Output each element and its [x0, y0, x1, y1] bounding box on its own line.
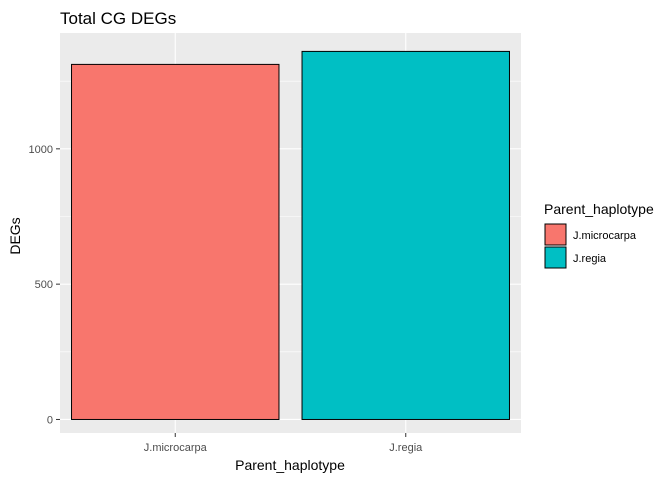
x-axis-title: Parent_haplotype: [235, 457, 345, 473]
legend-items: J.microcarpa J.regia: [544, 223, 637, 269]
bar-j-regia: [301, 50, 510, 420]
legend-swatch: [544, 223, 567, 246]
x-axis-ticks: J.microcarpa J.regia: [144, 433, 423, 454]
y-tick-label: 1000: [29, 144, 53, 156]
legend-swatch: [544, 246, 567, 269]
x-tick-label: J.regia: [389, 442, 423, 454]
bar-j-microcarpa: [71, 63, 280, 420]
y-tick-label: 0: [47, 414, 53, 426]
legend: Parent_haplotype J.microcarpa J.regia: [544, 201, 654, 269]
y-axis-ticks: 0 500 1000: [29, 144, 60, 426]
legend-label: J.regia: [573, 253, 607, 265]
x-tick-label: J.microcarpa: [144, 442, 208, 454]
y-tick-label: 500: [35, 279, 53, 291]
bars: [71, 50, 510, 420]
legend-label: J.microcarpa: [573, 230, 637, 242]
y-axis-title: DEGs: [7, 217, 23, 254]
legend-title: Parent_haplotype: [544, 201, 654, 217]
chart-title: Total CG DEGs: [60, 9, 176, 28]
